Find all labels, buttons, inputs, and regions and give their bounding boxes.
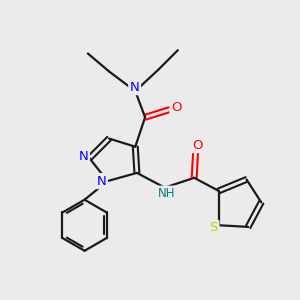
Text: N: N: [79, 150, 88, 163]
Text: O: O: [192, 139, 203, 152]
Text: N: N: [97, 175, 106, 188]
Text: NH: NH: [158, 187, 175, 200]
Text: N: N: [130, 81, 140, 94]
Text: O: O: [171, 101, 181, 114]
Text: S: S: [210, 221, 218, 234]
